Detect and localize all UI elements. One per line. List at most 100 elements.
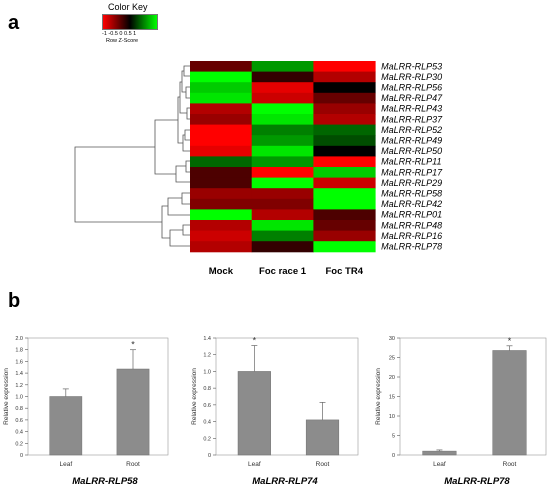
heatmap-cell [251,145,314,157]
y-tick-label: 0 [208,453,211,459]
heatmap-column-label: Mock [209,266,234,277]
bar [116,368,150,456]
heatmap-row-label: MaLRR-RLP48 [381,220,442,230]
heatmap-cell [251,188,314,200]
bar-title-rlp58: MaLRR-RLP58 [72,476,138,487]
heatmap-cell [313,71,376,83]
heatmap-column-label: Foc race 1 [259,266,307,277]
y-axis-label: Relative expression [191,368,198,425]
heatmap-cell [251,220,314,232]
color-key: Color Key -1 -0.5 0 0.5 1 Row Z-Score [100,2,162,54]
heatmap-cell [190,177,253,189]
heatmap-cell [190,103,253,115]
heatmap-row-label: MaLRR-RLP37 [381,114,443,124]
heatmap-cell [190,220,253,232]
bar [237,371,271,456]
heatmap-cell [190,114,253,126]
heatmap-cell [190,188,253,200]
y-tick-label: 0.2 [203,436,211,442]
x-category-label: Leaf [59,461,72,468]
y-tick-label: 25 [389,356,395,362]
heatmap-cell [313,167,376,179]
color-key-title: Color Key [108,2,148,12]
bar-chart-rlp74: 0 0.2 0.4 0.6 0.8 1.0 1.2 1.4 Relative expressio… [191,336,359,468]
heatmap-cells [190,61,376,253]
heatmap-cell [313,82,376,94]
heatmap-cell [313,124,376,136]
color-key-label: Row Z-Score [106,38,139,44]
heatmap-cell [313,114,376,126]
heatmap-row-label: MaLRR-RLP53 [381,61,442,71]
heatmap-row-label: MaLRR-RLP78 [381,241,442,251]
y-tick-label: 0.6 [15,418,23,424]
plot-frame [215,337,359,456]
heatmap-cell [313,230,376,242]
heatmap-cell [251,124,314,136]
y-tick-label: 0.2 [15,441,23,447]
heatmap-row-label: MaLRR-RLP56 [381,82,442,92]
y-tick-label: 1.0 [15,395,23,401]
y-tick-label: 0 [20,453,23,459]
y-tick-label: 0.4 [203,420,211,426]
y-tick-label: 1.0 [203,369,211,375]
heatmap-cell [251,61,314,73]
bar-chart-rlp58: 0 0.2 0.4 0.6 0.8 1.0 1.2 1.4 1.6 1.8 2.0 Relative … [3,336,169,468]
heatmap-cell [190,145,253,157]
heatmap-cell [251,92,314,104]
y-tick-label: 0.8 [203,386,211,392]
heatmap-cell [313,198,376,210]
y-tick-label: 0.6 [203,403,211,409]
heatmap-cell [251,156,314,168]
x-category-label: Leaf [433,461,446,468]
x-category-label: Root [126,461,140,468]
y-tick-label: 0.4 [15,430,23,436]
bar [492,350,527,456]
heatmap-cell [190,82,253,94]
significance-marker: * [253,336,257,346]
heatmap-cell [313,61,376,73]
heatmap-cell [313,135,376,147]
bar [305,419,340,456]
heatmap-cell [251,230,314,242]
x-category-label: Root [503,461,517,468]
heatmap-cell [313,156,376,168]
y-tick-label: 1.4 [203,336,211,342]
heatmap-cell [251,167,314,179]
heatmap-row-label: MaLRR-RLP16 [381,231,442,241]
heatmap-cell [190,135,253,147]
heatmap-row-label: MaLRR-RLP11 [381,157,441,167]
y-tick-label: 1.8 [15,348,23,354]
heatmap-cell [190,156,253,168]
heatmap-column-labels: Mock Foc race 1 Foc TR4 [209,266,364,277]
heatmap-cell [190,209,253,221]
heatmap-cell [190,124,253,136]
heatmap-cell [251,177,314,189]
heatmap-row-label: MaLRR-RLP30 [381,72,442,82]
heatmap-cell [251,135,314,147]
heatmap-cell [251,71,314,83]
y-tick-label: 0 [392,453,395,459]
heatmap-cell [313,145,376,157]
heatmap-cell [190,71,253,83]
y-tick-label: 0.8 [15,406,23,412]
significance-marker: * [131,340,135,350]
y-tick-label: 1.4 [15,371,23,377]
significance-marker: * [508,336,512,346]
heatmap-row-label: MaLRR-RLP43 [381,104,442,114]
heatmap-cell [251,114,314,126]
heatmap-row-label: MaLRR-RLP49 [381,135,442,145]
heatmap-cell [313,209,376,221]
y-tick-label: 5 [392,434,395,440]
y-tick-label: 1.2 [15,383,23,389]
heatmap-cell [190,241,253,253]
heatmap-cell [251,82,314,94]
heatmap-row-label: MaLRR-RLP50 [381,146,442,156]
panel-a-label: a [8,12,20,34]
heatmap-row-label: MaLRR-RLP29 [381,178,442,188]
bar-chart-rlp78: 0 5 10 15 20 25 30 Relative expression Leaf * Root [375,336,547,468]
heatmap-cell [313,103,376,115]
heatmap-cell [313,241,376,253]
heatmap-cell [190,230,253,242]
heatmap-row-label: MaLRR-RLP52 [381,125,442,135]
